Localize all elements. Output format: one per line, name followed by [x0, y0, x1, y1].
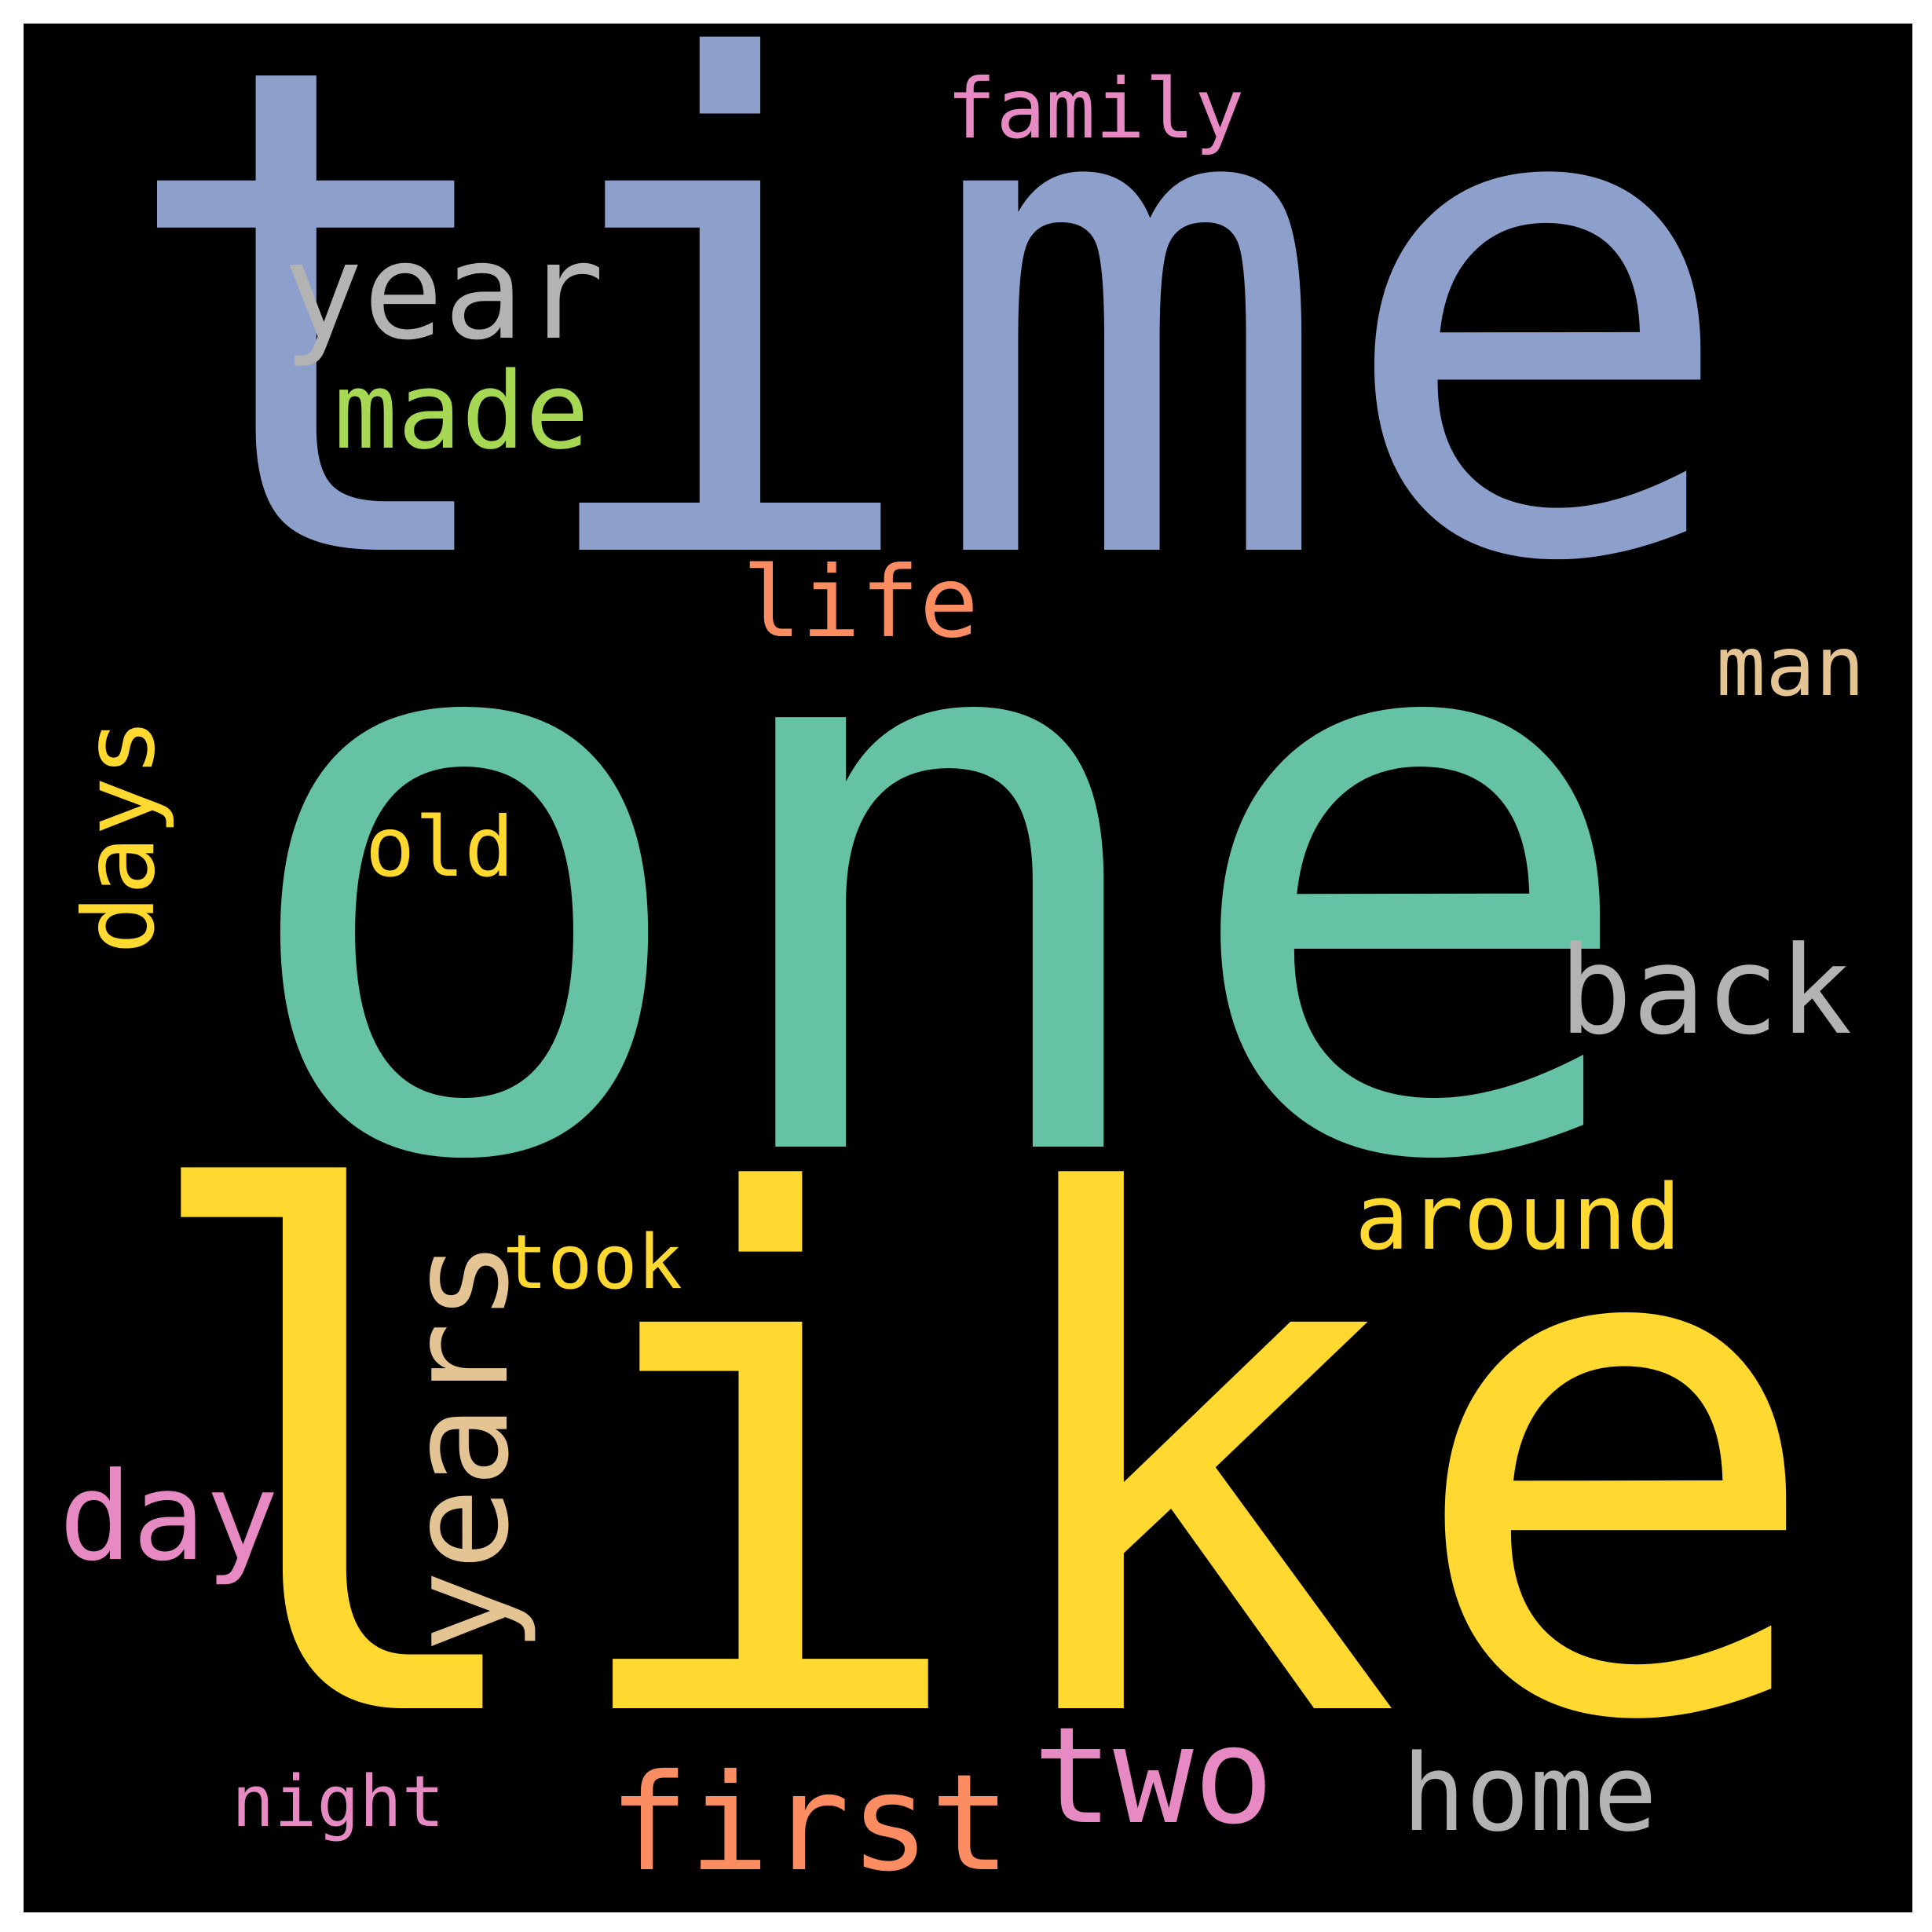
word-took: took: [503, 1220, 682, 1306]
word-around: around: [1355, 1165, 1681, 1271]
word-home: home: [1402, 1732, 1657, 1855]
word-family: family: [946, 61, 1244, 157]
word-days: days: [63, 718, 177, 954]
word-life: life: [742, 546, 979, 660]
word-year: year: [283, 214, 604, 370]
word-night: night: [232, 1761, 445, 1843]
word-cloud: time one like year made family life man …: [59, 24, 1865, 1901]
word-cloud-canvas: time one like year made family life man …: [24, 24, 1912, 1912]
word-man: man: [1716, 619, 1865, 715]
word-first: first: [609, 1746, 1011, 1901]
word-day: day: [59, 1446, 279, 1588]
word-made: made: [334, 349, 589, 473]
word-back: back: [1559, 920, 1852, 1062]
word-time: time: [114, 24, 1740, 709]
word-like: like: [126, 1053, 1828, 1875]
word-years: years: [380, 1239, 540, 1653]
word-one: one: [228, 418, 1646, 1332]
word-two: two: [1033, 1699, 1274, 1854]
word-old: old: [365, 800, 514, 895]
